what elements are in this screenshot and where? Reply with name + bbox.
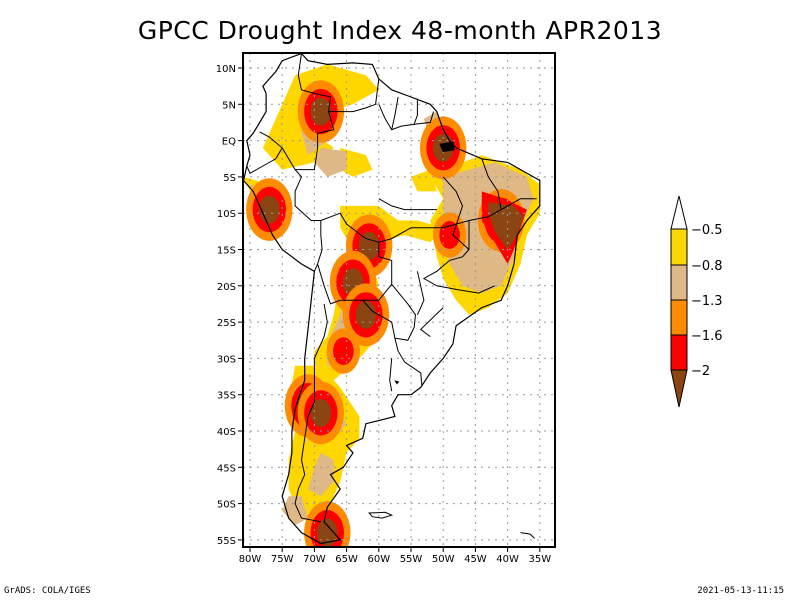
lon-tick-label: 65W	[335, 554, 358, 565]
lon-tick-label: 40W	[496, 554, 519, 565]
footer-timestamp: 2021-05-13-11:15	[697, 586, 784, 596]
legend-swatch-2	[670, 264, 688, 301]
country-border	[246, 147, 283, 175]
lat-tick-label: 10N	[216, 64, 236, 75]
country-border	[442, 176, 470, 250]
lat-tick-label: 35S	[217, 391, 236, 402]
country-border	[259, 53, 335, 171]
south-america-coastline	[243, 53, 541, 545]
country-border	[500, 198, 537, 211]
drought-core-bolivia-mato-grosso	[358, 231, 380, 260]
country-border	[394, 337, 423, 386]
country-border	[294, 303, 328, 523]
drought-core-n-argentina	[355, 300, 377, 329]
lat-tick-label: 40S	[217, 427, 236, 438]
drought-area-level-2	[314, 147, 347, 177]
lat-tick-label: 55S	[217, 536, 236, 547]
lat-tick-label: 25S	[217, 318, 236, 329]
lon-tick-label: 60W	[367, 554, 390, 565]
footer-credit: GrADS: COLA/IGES	[4, 586, 91, 596]
marajo-island	[439, 141, 455, 153]
country-border	[362, 283, 417, 341]
drought-area-level-1	[340, 147, 373, 177]
lat-tick-label: 5N	[222, 100, 236, 111]
country-border	[468, 158, 502, 221]
drought-core-mendoza	[310, 398, 332, 427]
lon-tick-label: 35W	[528, 554, 551, 565]
lat-tick-label: 5S	[223, 173, 236, 184]
south-georgia	[520, 532, 535, 539]
lat-tick-label: 10S	[217, 209, 236, 220]
legend-swatch-above	[670, 195, 688, 230]
coastlines-and-borders	[243, 53, 541, 545]
legend-swatch-below	[670, 369, 688, 408]
drought-core-nw-colombia-venezuela	[310, 97, 332, 126]
legend-label: −1.3	[691, 294, 723, 309]
drought-core-ne-brazil-brown	[488, 202, 524, 250]
country-border	[378, 219, 495, 294]
country-border	[416, 271, 425, 316]
lat-tick-label: 15S	[217, 246, 236, 257]
drought-core-tierra-del-fuego	[316, 518, 338, 547]
legend-label: −0.8	[691, 259, 723, 274]
legend-label: −0.5	[691, 223, 723, 238]
legend-swatch-1	[670, 228, 688, 266]
country-border	[413, 98, 418, 125]
latitude-axis: 10N 5N EQ 5S 10S 15S 20S 25S 30S 35S 40S 45S 50S 55S	[216, 64, 243, 547]
lon-tick-label: 70W	[303, 554, 326, 565]
lat-tick-label: 20S	[217, 282, 236, 293]
falkland-islands	[368, 511, 394, 519]
legend-label: −2	[691, 364, 710, 379]
legend-label: −1.6	[691, 329, 723, 344]
color-legend: −0.5 −0.8 −1.3 −1.6 −2	[670, 195, 723, 408]
lat-tick-label: 30S	[217, 354, 236, 365]
lat-tick-label: 50S	[217, 500, 236, 511]
country-border	[378, 198, 437, 211]
lon-tick-label: 80W	[239, 554, 262, 565]
country-border	[378, 104, 434, 131]
lon-tick-label: 50W	[432, 554, 455, 565]
drought-area-level-2	[308, 452, 334, 497]
legend-swatch-4	[670, 334, 688, 371]
lon-tick-label: 55W	[400, 554, 423, 565]
country-border	[389, 358, 393, 392]
country-border	[391, 96, 399, 130]
lagoon	[394, 380, 400, 385]
legend-swatch-3	[670, 299, 688, 336]
plot-frame	[242, 52, 556, 548]
country-border	[328, 78, 380, 113]
drought-core-central-brazil-goias-	[439, 221, 460, 249]
country-border	[419, 307, 444, 337]
lat-tick-label: 45S	[217, 463, 236, 474]
drought-core-cordoba	[333, 337, 354, 366]
drought-core-peru-coast	[259, 195, 280, 224]
map-title: GPCC Drought Index 48-month APR2013	[137, 16, 663, 45]
drought-area-level-1	[411, 169, 437, 192]
drought-fill-layer	[243, 64, 540, 547]
lat-tick-label: EQ	[222, 137, 236, 148]
lon-tick-label: 75W	[271, 554, 294, 565]
lon-tick-label: 45W	[464, 554, 487, 565]
country-border	[294, 169, 323, 272]
longitude-axis: 80W 75W 70W 65W 60W 55W 50W 45W 40W 35W	[239, 547, 551, 565]
